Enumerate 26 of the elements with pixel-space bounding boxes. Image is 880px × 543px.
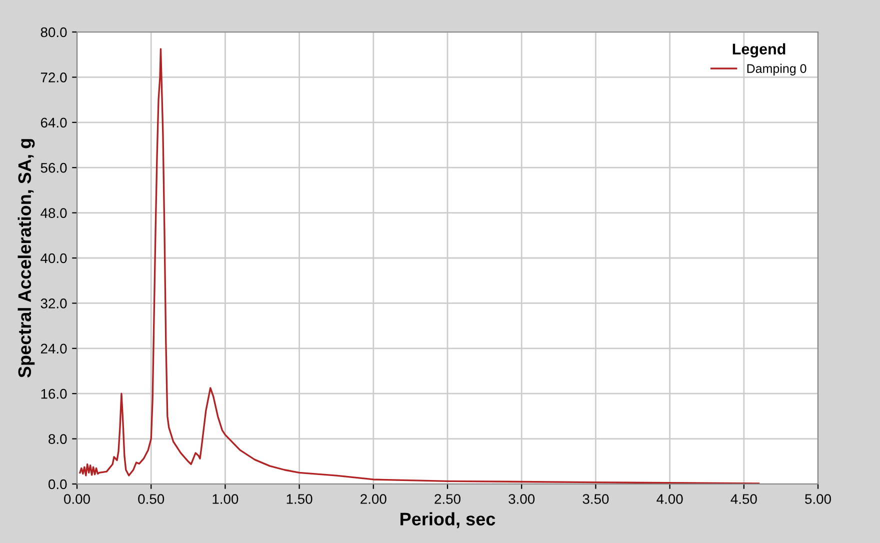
y-tick-label: 56.0 [40, 162, 67, 173]
y-tick-label: 32.0 [40, 298, 67, 308]
y-tick-label: 40.0 [40, 253, 67, 264]
x-tick-label: 1.50 [286, 494, 312, 504]
y-tick-label: 24.0 [40, 344, 67, 354]
x-tick-label: 5.00 [805, 494, 831, 504]
x-tick-label: 2.00 [360, 494, 386, 504]
y-axis-title: Spectral Acceleration, SA, g [18, 139, 35, 378]
x-tick-label: 3.00 [508, 494, 535, 504]
y-tick-label: 8.0 [48, 434, 67, 444]
x-tick-label: 0.00 [64, 494, 90, 504]
y-tick-label: 0.0 [48, 479, 67, 490]
x-tick-label: 4.00 [656, 494, 683, 504]
y-tick-label: 72.0 [40, 72, 67, 82]
y-tick-label: 80.0 [40, 27, 67, 38]
x-tick-label: 1.00 [212, 494, 238, 504]
x-tick-label: 3.50 [582, 494, 609, 504]
legend-title: Legend [732, 43, 786, 58]
legend-label: Damping 0 [747, 64, 806, 76]
x-axis-title: Period, sec [400, 512, 496, 528]
y-tick-label: 48.0 [40, 208, 67, 218]
x-tick-label: 2.50 [434, 494, 460, 504]
x-tick-label: 0.50 [138, 494, 164, 504]
x-tick-label: 4.50 [730, 494, 757, 504]
y-tick-label: 64.0 [40, 118, 67, 128]
y-tick-label: 16.0 [41, 388, 67, 399]
